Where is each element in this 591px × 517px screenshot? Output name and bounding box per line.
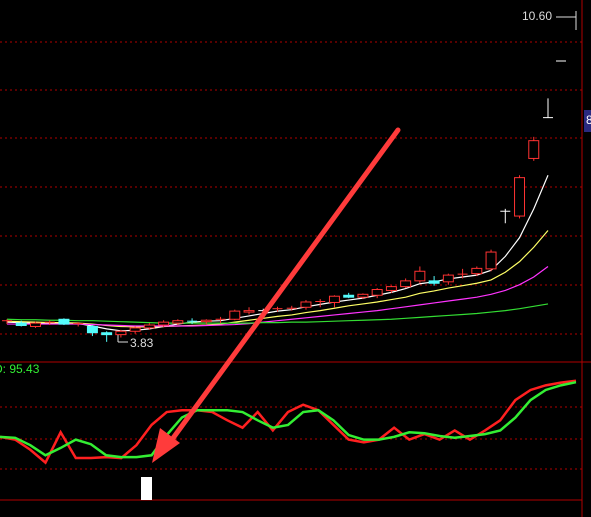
candle-body (243, 310, 255, 313)
candle-body (385, 286, 397, 291)
low-pointer (117, 334, 128, 343)
candle-body (129, 327, 141, 332)
candle-body (428, 280, 440, 284)
candle-body (101, 332, 113, 336)
indicator-line (0, 380, 577, 459)
candle-body (328, 295, 340, 303)
axis-tag (584, 110, 591, 132)
candle-body (485, 251, 497, 270)
candle-body (471, 267, 483, 275)
high-pointer (556, 11, 577, 30)
indicator-title: D: 95.43 (0, 362, 40, 376)
candle-body (58, 318, 70, 325)
ma-line (6, 230, 549, 328)
candle-body (357, 293, 369, 298)
candle-body (29, 322, 41, 327)
candle-body (15, 322, 27, 327)
candle-body (143, 324, 155, 329)
indicator-line (0, 379, 577, 465)
candle-body (229, 310, 241, 320)
candle-body (300, 301, 312, 308)
signal-bar (141, 477, 152, 500)
candle-body (172, 320, 184, 324)
candle-body (414, 270, 426, 282)
high-label: 10.60 (522, 9, 552, 23)
candle-body (343, 294, 355, 298)
marks (0, 98, 577, 465)
candle-body (442, 274, 454, 283)
ma-line (7, 265, 549, 327)
candle-body (514, 177, 526, 217)
candle-body (86, 325, 98, 334)
axis-tag-label: 8 (586, 113, 591, 127)
candle-body (115, 330, 127, 336)
candle-body (158, 321, 170, 326)
arrow (152, 127, 401, 463)
candle-body (371, 289, 383, 296)
candle-body (528, 140, 540, 159)
candle-body (400, 280, 412, 288)
low-label: 3.83 (130, 336, 154, 350)
candle-body (200, 319, 212, 323)
ma-line (6, 303, 549, 324)
